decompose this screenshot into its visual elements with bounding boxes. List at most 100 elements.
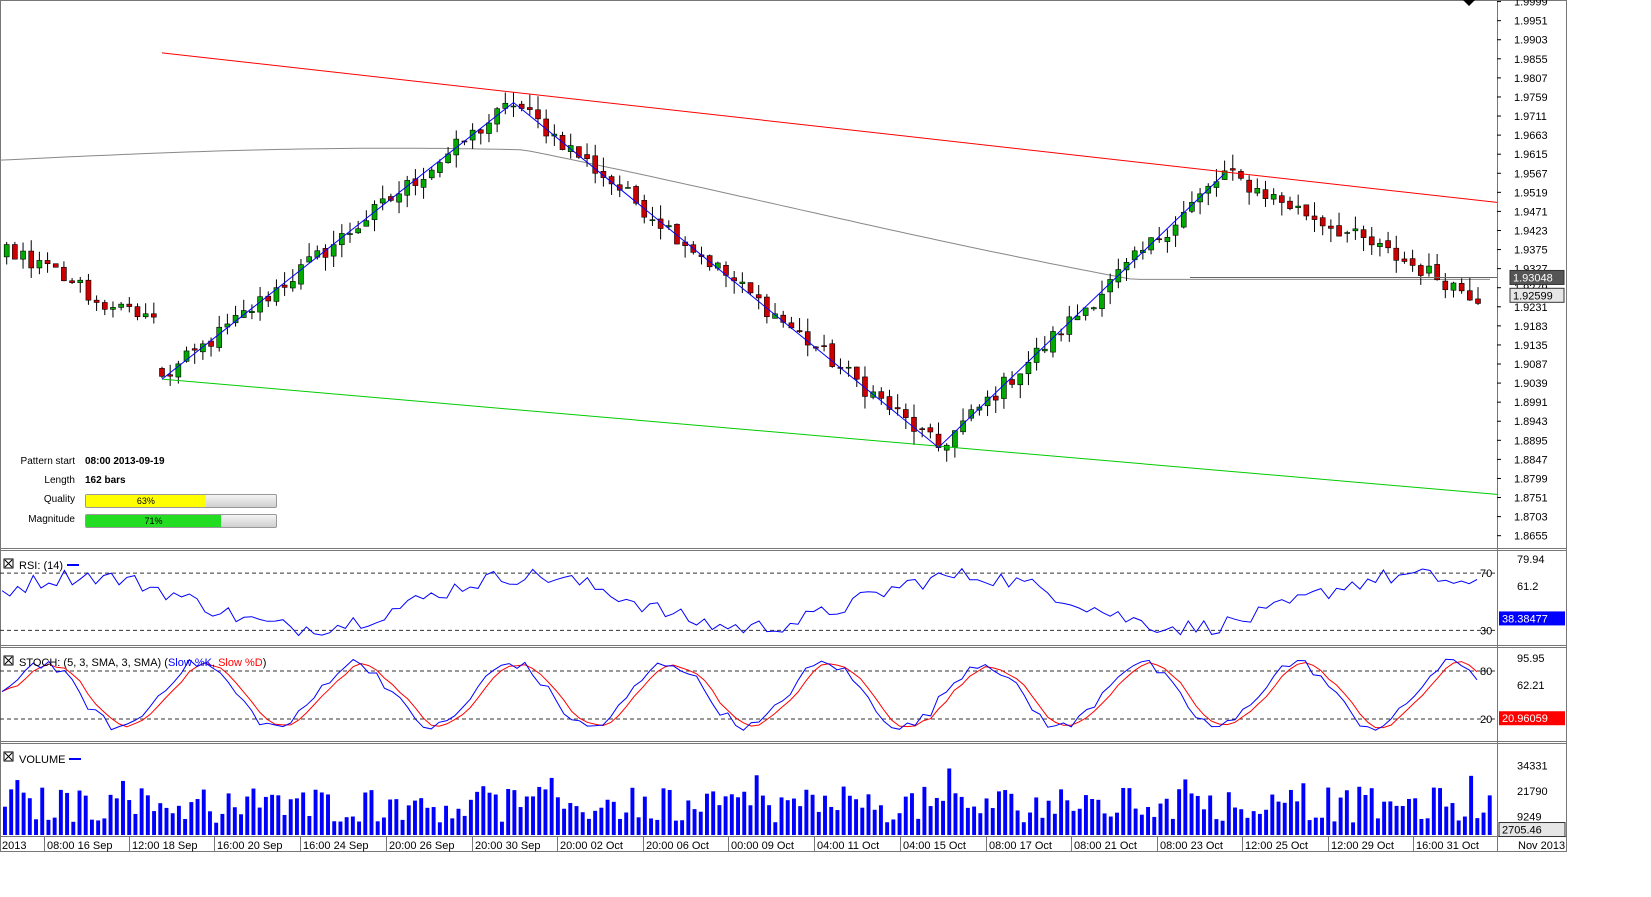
- volume-bar: [195, 799, 200, 835]
- candle-body: [1344, 232, 1351, 234]
- candle-body: [633, 186, 639, 204]
- candle: [486, 114, 492, 143]
- candle-body: [1066, 316, 1073, 335]
- candle: [1017, 373, 1024, 399]
- volume-bar: [947, 768, 952, 835]
- volume-bar: [133, 813, 138, 835]
- candle-body: [911, 416, 917, 432]
- candle: [281, 272, 288, 296]
- candle-body: [379, 198, 386, 204]
- scroll-down-icon[interactable]: [1463, 0, 1475, 6]
- volume-bar: [338, 821, 343, 835]
- price-tick-label: 1.9711: [1514, 111, 1547, 123]
- candle-body: [1254, 188, 1261, 194]
- candle-body: [249, 310, 255, 314]
- volume-bar: [1121, 787, 1126, 835]
- candle-body: [355, 228, 361, 234]
- candle: [428, 166, 435, 180]
- candle-body: [845, 366, 852, 369]
- volume-bar: [574, 806, 579, 835]
- stoch-level-low-label: 20: [1480, 714, 1492, 726]
- candle: [3, 241, 10, 265]
- volume-bar: [27, 798, 32, 835]
- magnitude-percent: 71%: [144, 516, 163, 526]
- candle: [739, 272, 746, 294]
- volume-bar: [1077, 808, 1082, 835]
- volume-bar: [406, 805, 411, 835]
- volume-bar: [425, 807, 430, 835]
- candle: [1319, 215, 1326, 236]
- volume-bar: [307, 815, 312, 835]
- candle: [510, 92, 517, 118]
- volume-bar: [400, 819, 405, 835]
- volume-axis-label: 34331: [1517, 760, 1548, 772]
- candle: [371, 200, 378, 232]
- candle: [829, 339, 836, 368]
- candle: [952, 430, 958, 458]
- time-tick-label: 08:00 23 Oct: [1160, 840, 1223, 852]
- candle: [265, 291, 272, 308]
- price-label-bg: [1509, 269, 1565, 285]
- candle: [118, 302, 124, 311]
- volume-bar: [1351, 822, 1356, 835]
- time-tick-label: 12:00 18 Sep: [132, 840, 197, 852]
- volume-bar: [1090, 799, 1095, 835]
- candle-body: [273, 287, 280, 302]
- candle: [28, 240, 35, 278]
- candle: [625, 180, 631, 189]
- volume-bar: [1487, 795, 1492, 835]
- price-tick-label: 1.9375: [1514, 245, 1548, 257]
- volume-bar: [636, 817, 641, 835]
- price-tick-label: 1.8655: [1514, 531, 1548, 543]
- volume-bar: [357, 821, 362, 835]
- volume-bar: [1233, 807, 1237, 835]
- volume-bar: [220, 813, 225, 835]
- candle: [1303, 204, 1310, 221]
- candle-body: [796, 330, 803, 333]
- candle: [968, 404, 975, 422]
- quality-percent: 63%: [136, 496, 155, 506]
- volume-bar: [1251, 811, 1256, 835]
- volume-bar: [344, 817, 349, 835]
- volume-bar: [543, 789, 548, 835]
- candle-body: [862, 376, 868, 397]
- candle: [1467, 277, 1473, 301]
- candle: [110, 301, 116, 318]
- volume-bar: [773, 822, 778, 835]
- volume-bar: [350, 816, 355, 835]
- candle: [1221, 160, 1228, 180]
- candle-body: [1336, 225, 1342, 237]
- magnitude-bar-fill: [86, 515, 221, 527]
- volume-bar: [1052, 813, 1057, 835]
- volume-bar: [804, 789, 809, 835]
- candle: [273, 279, 280, 306]
- candle-body: [592, 155, 599, 174]
- stoch-title-prefix: STOCH: (5, 3, SMA, 3, SMA) (: [19, 657, 168, 669]
- volume-bar: [928, 806, 933, 835]
- candle-body: [298, 264, 304, 285]
- candle-body: [265, 295, 272, 302]
- volume-bar: [1425, 818, 1430, 835]
- volume-bar: [52, 817, 57, 835]
- volume-bar: [760, 795, 765, 835]
- candle: [894, 394, 901, 416]
- candle: [527, 94, 533, 116]
- candle: [355, 220, 361, 235]
- candle: [584, 143, 590, 167]
- candle-body: [159, 368, 165, 377]
- volume-bar: [456, 808, 461, 835]
- stoch-d-line: [1, 661, 1478, 729]
- candle-body: [1270, 194, 1277, 200]
- price-tick-label: 1.9759: [1514, 92, 1548, 104]
- volume-bar: [903, 796, 908, 835]
- time-tick-label: 04:00 15 Oct: [903, 840, 966, 852]
- candle-body: [1172, 224, 1179, 236]
- volume-bar: [593, 810, 598, 835]
- rsi-current-value: 38.38477: [1502, 613, 1548, 625]
- time-tick-label: 00:00 09 Oct: [731, 840, 794, 852]
- volume-bar: [680, 820, 685, 835]
- candle: [992, 386, 999, 414]
- volume-bar: [381, 817, 386, 835]
- volume-bar: [1040, 817, 1045, 835]
- candle-body: [77, 279, 84, 283]
